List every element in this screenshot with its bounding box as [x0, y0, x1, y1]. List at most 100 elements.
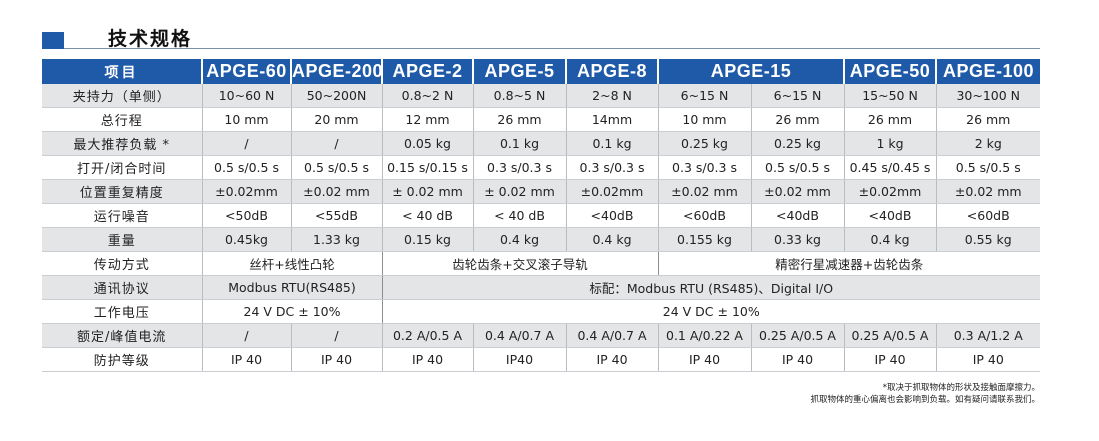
table-cell: 10 mm	[202, 107, 292, 132]
header-apge-2: APGE-2	[382, 59, 474, 84]
table-cell: < 40 dB	[473, 203, 567, 228]
table-cell: 0.55 kg	[936, 227, 1040, 252]
row-label: 额定/峰值电流	[42, 323, 203, 348]
page-title: 技术规格	[108, 28, 193, 50]
table-cell: 0.1 kg	[473, 131, 567, 156]
table-cell: 2~8 N	[566, 84, 659, 108]
table-cell: 26 mm	[473, 107, 567, 132]
table-cell: 0.25 A/0.5 A	[751, 323, 845, 348]
table-cell: 26 mm	[936, 107, 1040, 132]
table-row: 防护等级 IP 40 IP 40 IP 40 IP40 IP 40 IP 40 …	[42, 347, 1040, 372]
header-apge-8: APGE-8	[566, 59, 659, 84]
table-cell: 6~15 N	[658, 84, 752, 108]
table-cell: 0.2 A/0.5 A	[382, 323, 474, 348]
table-cell: 0.4 kg	[844, 227, 937, 252]
table-cell: ±0.02 mm	[751, 179, 845, 204]
table-cell: /	[291, 131, 383, 156]
table-cell: IP 40	[751, 347, 845, 372]
table-cell: 齿轮齿条+交叉滚子导轨	[382, 251, 659, 276]
table-cell: ±0.02 mm	[936, 179, 1040, 204]
table-cell: 0.5 s/0.5 s	[936, 155, 1040, 180]
table-cell: 0.4 kg	[566, 227, 659, 252]
table-cell: IP 40	[291, 347, 383, 372]
row-label: 最大推荐负载 *	[42, 131, 203, 156]
title-accent-block	[42, 32, 64, 49]
table-cell: /	[202, 323, 292, 348]
table-cell: 0.25 A/0.5 A	[844, 323, 937, 348]
table-cell: 0.3 s/0.3 s	[566, 155, 659, 180]
table-cell: 0.15 kg	[382, 227, 474, 252]
table-cell: /	[291, 323, 383, 348]
table-cell: 0.45 s/0.45 s	[844, 155, 937, 180]
table-cell: 0.5 s/0.5 s	[751, 155, 845, 180]
row-label: 位置重复精度	[42, 179, 203, 204]
row-label: 运行噪音	[42, 203, 203, 228]
table-cell: 0.3 A/1.2 A	[936, 323, 1040, 348]
table-cell: Modbus RTU(RS485)	[202, 275, 383, 300]
table-cell: IP 40	[382, 347, 474, 372]
table-cell: 24 V DC ± 10%	[382, 299, 1040, 324]
header-apge-100: APGE-100	[936, 59, 1040, 84]
table-cell: 10 mm	[658, 107, 752, 132]
row-label: 传动方式	[42, 251, 203, 276]
header-apge-200: APGE-200	[291, 59, 383, 84]
table-row: 传动方式 丝杆+线性凸轮 齿轮齿条+交叉滚子导轨 精密行星减速器+齿轮齿条	[42, 251, 1040, 276]
footnote-2: 抓取物体的重心偏离也会影响到负载。如有疑问请联系我们。	[810, 395, 1040, 405]
table-cell: 26 mm	[844, 107, 937, 132]
table-cell: 50~200N	[291, 84, 383, 108]
table-cell: 0.05 kg	[382, 131, 474, 156]
table-cell: 0.5 s/0.5 s	[202, 155, 292, 180]
table-cell: 6~15 N	[751, 84, 845, 108]
table-row: 夹持力（单侧） 10~60 N 50~200N 0.8~2 N 0.8~5 N …	[42, 84, 1040, 108]
header-apge-5: APGE-5	[473, 59, 567, 84]
table-cell: ± 0.02 mm	[382, 179, 474, 204]
table-cell: ±0.02 mm	[291, 179, 383, 204]
table-cell: ±0.02mm	[566, 179, 659, 204]
table-row: 通讯协议 Modbus RTU(RS485) 标配：Modbus RTU (RS…	[42, 275, 1040, 300]
table-cell: 1 kg	[844, 131, 937, 156]
row-label: 工作电压	[42, 299, 203, 324]
table-cell: 标配：Modbus RTU (RS485)、Digital I/O	[382, 275, 1040, 300]
table-row: 重量 0.45kg 1.33 kg 0.15 kg 0.4 kg 0.4 kg …	[42, 227, 1040, 252]
row-label: 防护等级	[42, 347, 203, 372]
table-cell: 24 V DC ± 10%	[202, 299, 383, 324]
table-row: 最大推荐负载 * / / 0.05 kg 0.1 kg 0.1 kg 0.25 …	[42, 131, 1040, 156]
table-cell: 0.5 s/0.5 s	[291, 155, 383, 180]
table-row: 位置重复精度 ±0.02mm ±0.02 mm ± 0.02 mm ± 0.02…	[42, 179, 1040, 204]
table-cell: 0.1 A/0.22 A	[658, 323, 752, 348]
table-cell: IP 40	[202, 347, 292, 372]
table-cell: IP 40	[658, 347, 752, 372]
table-cell: 1.33 kg	[291, 227, 383, 252]
table-header-row: 项目 APGE-60 APGE-200 APGE-2 APGE-5 APGE-8…	[42, 59, 1040, 84]
table-cell: 0.15 s/0.15 s	[382, 155, 474, 180]
table-cell: ±0.02 mm	[658, 179, 752, 204]
table-cell: IP40	[473, 347, 567, 372]
table-cell: ±0.02mm	[202, 179, 292, 204]
table-cell: 0.4 A/0.7 A	[566, 323, 659, 348]
table-cell: 15~50 N	[844, 84, 937, 108]
table-cell: 0.1 kg	[566, 131, 659, 156]
table-cell: 2 kg	[936, 131, 1040, 156]
table-row: 总行程 10 mm 20 mm 12 mm 26 mm 14mm 10 mm 2…	[42, 107, 1040, 132]
footnote-1: *取决于抓取物体的形状及接触面摩擦力。	[882, 383, 1040, 393]
row-label: 夹持力（单侧）	[42, 84, 203, 108]
table-cell: 12 mm	[382, 107, 474, 132]
table-cell: 10~60 N	[202, 84, 292, 108]
table-cell: <50dB	[202, 203, 292, 228]
row-label: 打开/闭合时间	[42, 155, 203, 180]
table-cell: <60dB	[936, 203, 1040, 228]
row-label: 重量	[42, 227, 203, 252]
table-cell: 0.3 s/0.3 s	[658, 155, 752, 180]
table-cell: 0.33 kg	[751, 227, 845, 252]
table-cell: ± 0.02 mm	[473, 179, 567, 204]
table-cell: IP 40	[844, 347, 937, 372]
table-cell: /	[202, 131, 292, 156]
table-cell: <40dB	[751, 203, 845, 228]
table-cell: 0.8~2 N	[382, 84, 474, 108]
table-cell: 0.8~5 N	[473, 84, 567, 108]
table-cell: ±0.02mm	[844, 179, 937, 204]
table-cell: 14mm	[566, 107, 659, 132]
table-cell: <55dB	[291, 203, 383, 228]
table-row: 打开/闭合时间 0.5 s/0.5 s 0.5 s/0.5 s 0.15 s/0…	[42, 155, 1040, 180]
table-row: 工作电压 24 V DC ± 10% 24 V DC ± 10%	[42, 299, 1040, 324]
